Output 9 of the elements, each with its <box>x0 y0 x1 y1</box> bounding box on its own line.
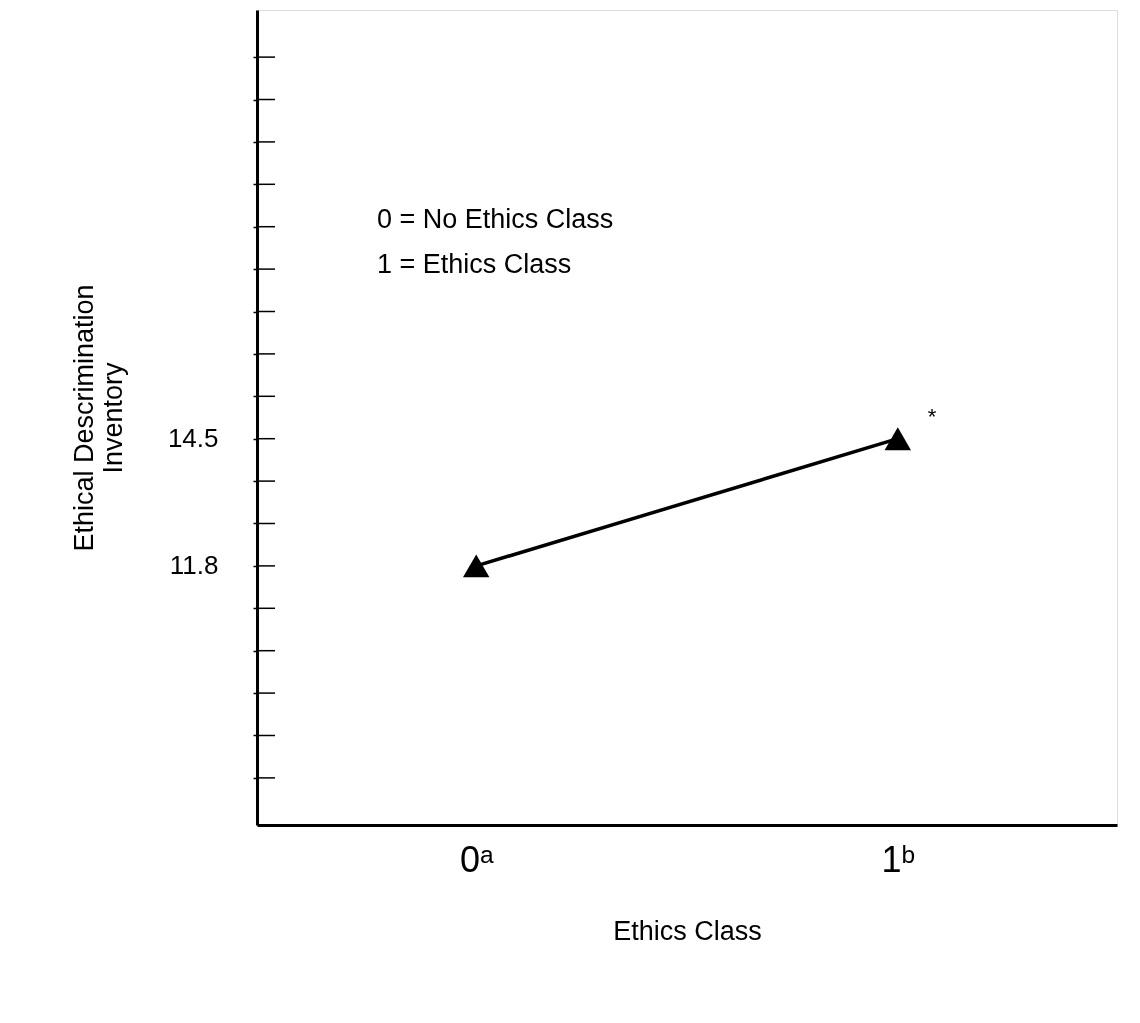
y-axis-title: Ethical Descrimination Inventory <box>68 284 128 552</box>
x-tick-label: 1ᵇ <box>881 838 916 880</box>
y-tick-label: 14.5 <box>167 423 219 454</box>
x-tick-label: 0ᵃ <box>460 838 495 880</box>
y-tick-label: 11.8 <box>169 550 219 581</box>
annotation: 0 = No Ethics Class <box>377 204 614 234</box>
x-axis-title: Ethics Class <box>613 915 762 946</box>
annotation: 1 = Ethics Class <box>377 249 572 279</box>
annotation: * <box>927 403 937 429</box>
